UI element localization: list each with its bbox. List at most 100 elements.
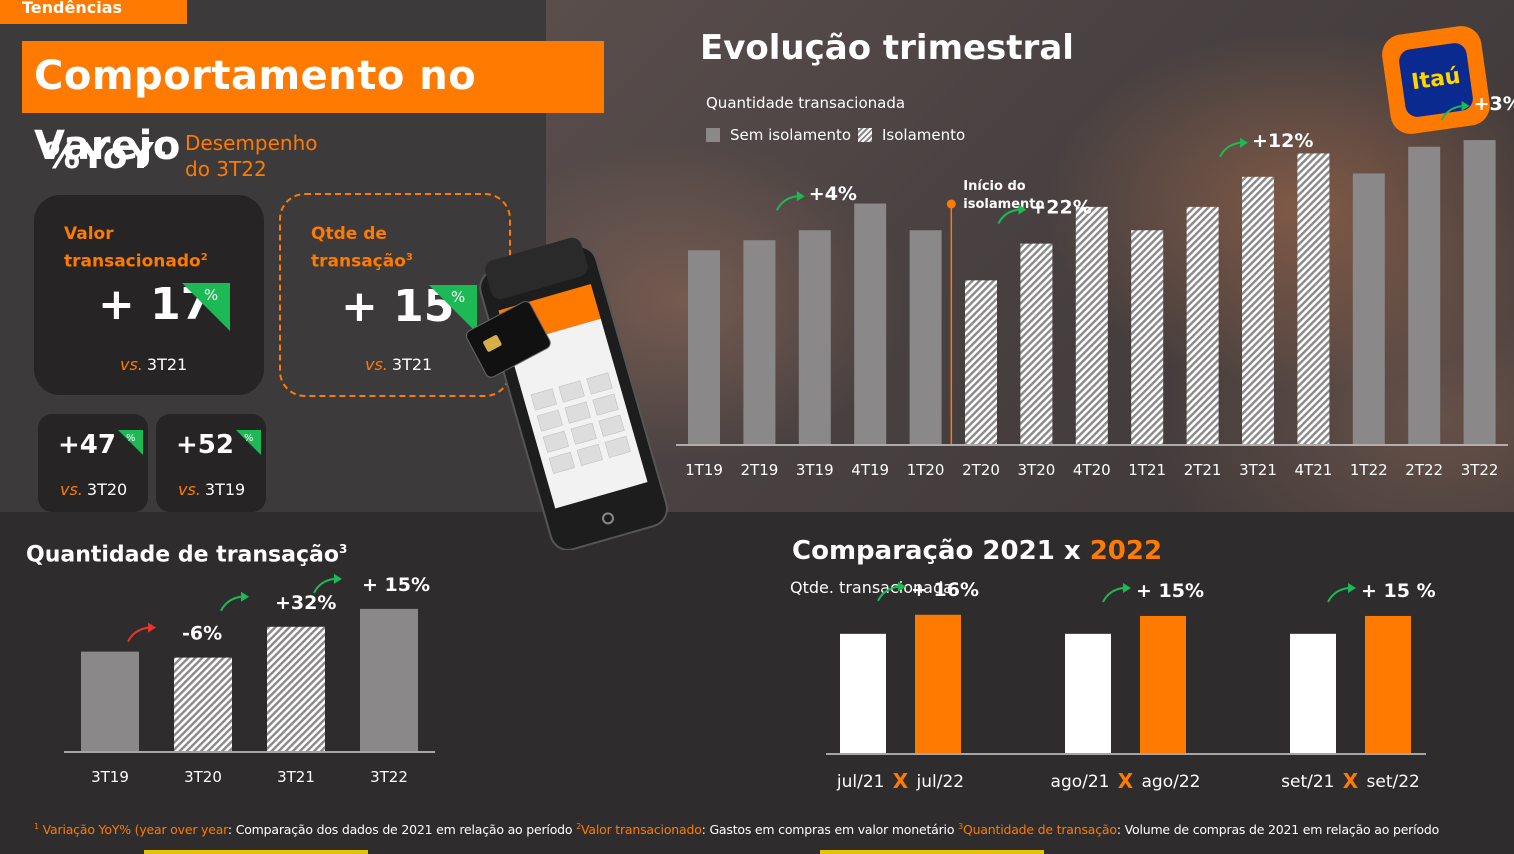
annotation-+ 15%: + 15% <box>1136 580 1204 602</box>
tick-label-2T20: 2T20 <box>962 461 1000 479</box>
tick-label-1T20: 1T20 <box>907 461 945 479</box>
tick-label-3T20: 3T20 <box>1018 461 1056 479</box>
bar-jul/22 <box>915 614 961 753</box>
trend-up-arrow-head <box>796 191 805 202</box>
trend-up-arrow <box>1327 586 1349 603</box>
annotation-+22%: +22% <box>1030 197 1091 219</box>
isolation-marker-dot <box>946 199 956 209</box>
tick-label-2T22: 2T22 <box>1405 461 1443 479</box>
tick-separator: X <box>1343 769 1359 793</box>
footnote: 1 Variação YoY% (year over year: Compara… <box>34 822 1440 838</box>
tick-label-jul/21: jul/21 <box>836 772 885 792</box>
bar-3T21 <box>1242 176 1274 445</box>
tick-label-set/22: set/22 <box>1367 772 1420 792</box>
percent-up-icon: % <box>182 283 230 331</box>
bottom-panel <box>0 512 1514 854</box>
annotation--6%: -6% <box>182 623 222 645</box>
chart-comparison-title: Comparação 2021 x 2022 <box>792 536 1163 566</box>
kpi-label-qtde: Qtde de transação3 <box>311 224 413 272</box>
kpi-small-unit: % <box>126 433 136 444</box>
tick-label-2T21: 2T21 <box>1184 461 1222 479</box>
annotation-+4%: +4% <box>809 183 857 205</box>
legend-swatch-hatched <box>858 128 872 142</box>
bar-3T22 <box>360 608 418 751</box>
trend-up-arrow <box>877 585 899 602</box>
chart-quarterly-title: Evolução trimestral <box>700 28 1074 68</box>
chart-quarterly-subtitle: Quantidade transacionada <box>706 94 906 112</box>
tick-label-4T21: 4T21 <box>1295 461 1333 479</box>
trend-up-arrow <box>1440 105 1462 121</box>
bar-4T20 <box>1075 206 1108 444</box>
trend-up-arrow-head <box>241 591 249 602</box>
bar-3T20 <box>1020 243 1053 444</box>
bar-2T22 <box>1408 146 1441 445</box>
annotation-+12%: +12% <box>1252 130 1313 152</box>
yoy-label: %YoY1 <box>44 136 167 177</box>
trend-up-arrow <box>313 577 335 594</box>
tick-label-3T20: 3T20 <box>184 768 222 786</box>
kpi-small-value: +52 <box>176 430 234 460</box>
trend-up-arrow <box>775 195 797 211</box>
tick-separator: X <box>1118 769 1134 793</box>
kpi-small-vs: vs. 3T20 <box>60 480 128 499</box>
chart-transactions-title: Quantidade de transação3 <box>26 542 348 568</box>
kpi-card-qtde: Qtde de transação3 + 15 % vs. 3T21 <box>279 193 511 397</box>
tick-label-1T21: 1T21 <box>1128 461 1166 479</box>
tick-label-3T21: 3T21 <box>277 768 315 786</box>
bar-3T19 <box>798 230 831 444</box>
tick-label-1T19: 1T19 <box>685 461 723 479</box>
kpi-label-valor: Valor transacionado2 <box>64 224 208 272</box>
trend-up-arrow <box>1102 586 1124 603</box>
bar-4T21 <box>1297 153 1330 445</box>
kpi-unit-valor: % <box>204 286 218 304</box>
trend-up-arrow-head <box>1123 582 1131 593</box>
legend-sem-isolamento: Sem isolamento <box>706 126 851 144</box>
bar-1T20 <box>909 230 942 444</box>
bar-set/21 <box>1290 633 1336 753</box>
bar-1T21 <box>1131 230 1164 444</box>
trend-down-arrow-head <box>148 622 156 633</box>
trend-up-arrow-head <box>1018 204 1027 215</box>
annotation-+ 15%: + 15% <box>362 574 430 596</box>
tick-label-3T22: 3T22 <box>370 768 408 786</box>
bar-set/22 <box>1365 615 1411 753</box>
bar-4T19 <box>854 203 887 444</box>
page-title: Comportamento no Varejo <box>22 41 604 169</box>
bar-ago/22 <box>1140 615 1186 753</box>
legend-isolamento: Isolamento <box>858 126 965 144</box>
isolation-marker-label: Início do <box>963 179 1025 194</box>
bar-2T21 <box>1186 206 1219 444</box>
bar-1T22 <box>1352 173 1385 444</box>
kpi-small-value: +47 <box>58 430 116 460</box>
bar-3T21 <box>267 626 325 751</box>
trend-up-arrow-head <box>898 581 906 592</box>
section-tab: Tendências <box>0 0 187 24</box>
kpi-unit-qtde: % <box>451 288 465 306</box>
tick-label-3T21: 3T21 <box>1239 461 1277 479</box>
performance-label: Desempenho do 3T22 <box>185 131 318 181</box>
tick-separator: X <box>893 769 909 793</box>
bar-2T20 <box>965 280 997 444</box>
percent-up-icon: % <box>236 430 261 455</box>
tick-label-ago/21: ago/21 <box>1051 772 1110 792</box>
pos-terminal-illustration <box>465 237 668 550</box>
bar-1T19 <box>688 250 720 444</box>
chart-transactions: 3T19 3T20 3T21 3T22 -6% +32% + 15% <box>64 573 435 786</box>
kpi-small-unit: % <box>244 433 254 444</box>
percent-up-icon: % <box>429 285 477 333</box>
bottom-strip <box>820 850 1044 854</box>
bar-jul/21 <box>840 633 886 753</box>
annotation-+ 15 %: + 15 % <box>1361 580 1436 602</box>
tick-label-1T22: 1T22 <box>1350 461 1388 479</box>
kpi-vs-valor: vs. 3T21 <box>120 355 188 374</box>
tick-label-3T22: 3T22 <box>1461 461 1499 479</box>
tick-label-set/21: set/21 <box>1281 772 1334 792</box>
trend-up-arrow-head <box>1348 582 1356 593</box>
percent-up-icon: % <box>118 430 143 455</box>
tick-label-2T19: 2T19 <box>741 461 779 479</box>
kpi-small-vs: vs. 3T19 <box>178 480 246 499</box>
kpi-small-card-3t20: +47 % vs. 3T20 <box>38 414 148 512</box>
kpi-small-card-3t19: +52 % vs. 3T19 <box>156 414 266 512</box>
trend-down-arrow <box>127 626 149 643</box>
